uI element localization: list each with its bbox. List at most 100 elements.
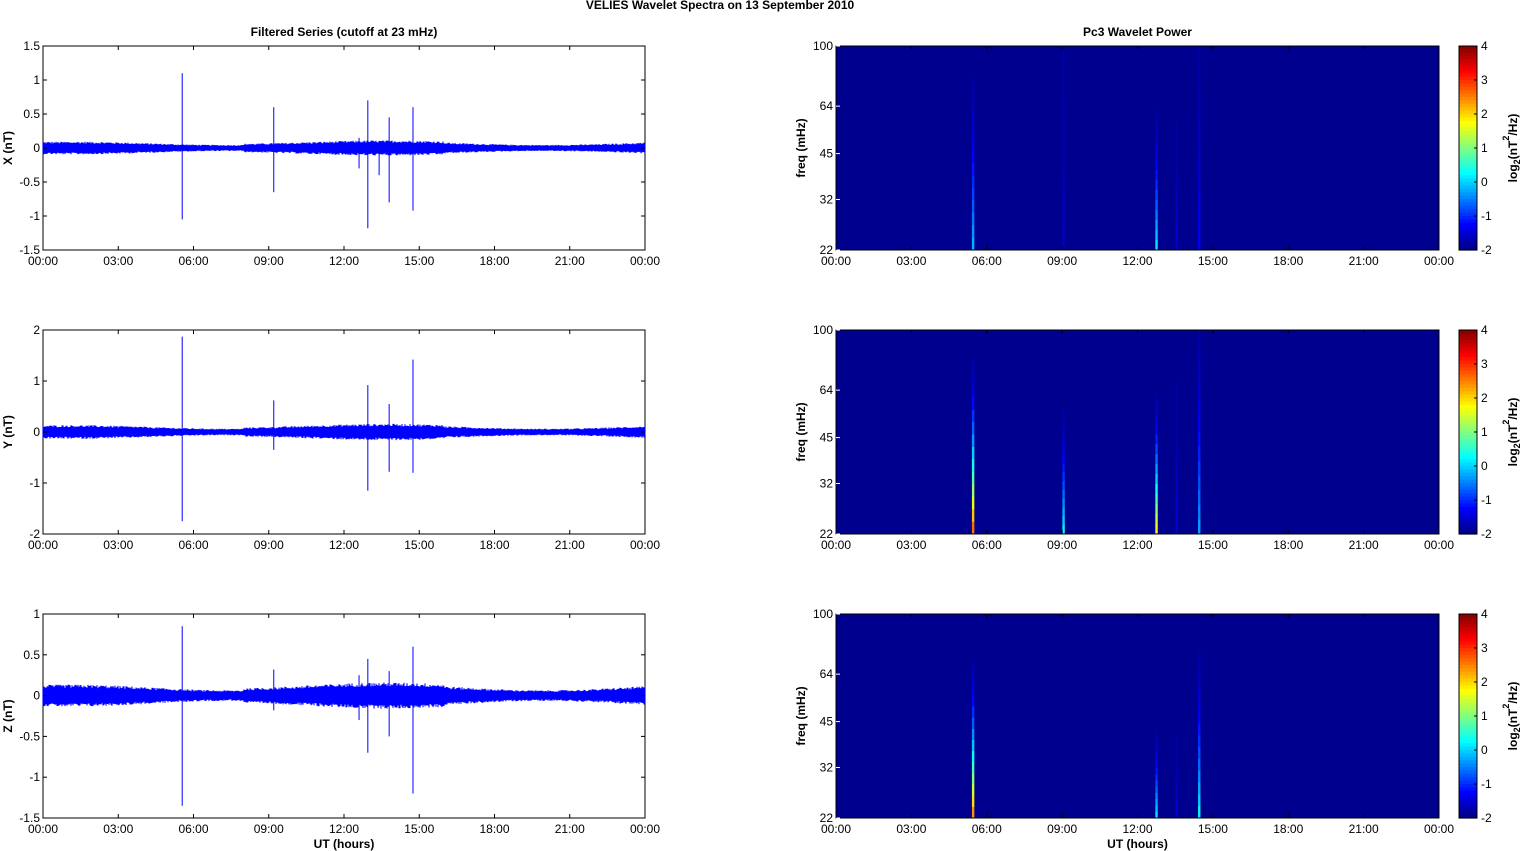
colorbar-segment bbox=[1459, 733, 1477, 737]
colorbar-segment bbox=[1459, 357, 1477, 362]
colorbar-segment bbox=[1459, 233, 1477, 237]
colorbar-segment bbox=[1459, 137, 1477, 142]
x-tick-label: 09:00 bbox=[1047, 254, 1077, 268]
colorbar-segment bbox=[1459, 756, 1477, 761]
streak-segment bbox=[1175, 457, 1178, 470]
colorbar-segment bbox=[1459, 124, 1477, 129]
streak-segment bbox=[971, 795, 975, 808]
x-tick-label: 03:00 bbox=[896, 538, 926, 552]
x-tick-label: 09:00 bbox=[254, 822, 284, 836]
colorbar-segment bbox=[1459, 243, 1477, 248]
streak-segment bbox=[1198, 235, 1201, 251]
streak-segment bbox=[971, 163, 975, 176]
streak-segment bbox=[1175, 425, 1178, 437]
streak-segment bbox=[1175, 436, 1178, 448]
colorbar-segment bbox=[1459, 103, 1477, 108]
colorbar-tick-label: -1 bbox=[1481, 209, 1492, 223]
x-tick-label: 12:00 bbox=[1122, 822, 1152, 836]
colorbar-segment bbox=[1459, 404, 1477, 409]
colorbar-segment bbox=[1459, 716, 1477, 720]
streak-segment bbox=[1198, 46, 1201, 62]
colorbar-segment bbox=[1459, 617, 1477, 622]
streak-segment bbox=[1198, 504, 1201, 520]
colorbar-tick-label: -2 bbox=[1481, 811, 1492, 825]
streak-segment bbox=[1155, 484, 1158, 495]
streak-segment bbox=[1155, 170, 1158, 181]
colorbar-segment bbox=[1459, 195, 1477, 200]
streak-segment bbox=[1155, 755, 1158, 763]
streak-segment bbox=[1175, 392, 1178, 405]
colorbar-segment bbox=[1459, 760, 1477, 765]
streak-segment bbox=[1062, 133, 1065, 149]
streak-segment bbox=[971, 662, 975, 674]
colorbar-segment bbox=[1459, 702, 1477, 707]
y-tick-label: 32 bbox=[820, 761, 834, 775]
colorbar-segment bbox=[1459, 165, 1477, 169]
power-streak bbox=[1062, 46, 1065, 251]
streak-segment bbox=[1175, 490, 1178, 502]
y-tick-label: -1 bbox=[29, 770, 40, 784]
colorbar-label: log2(nT2/Hz) bbox=[1501, 682, 1522, 751]
colorbar-segment bbox=[1459, 637, 1477, 642]
streak-segment bbox=[1175, 166, 1178, 176]
y-tick-label: 45 bbox=[820, 147, 834, 161]
panels: 1.510.50-0.5-1-1.500:00 03:00 06:00 09:00 12… bbox=[1, 25, 1522, 851]
streak-segment bbox=[971, 471, 975, 485]
streak-segment bbox=[1155, 768, 1158, 775]
colorbar-segment bbox=[1459, 134, 1477, 139]
streak-segment bbox=[971, 806, 975, 819]
streak-segment bbox=[1198, 806, 1201, 819]
streak-segment bbox=[971, 187, 975, 201]
x-tick-label: 12:00 bbox=[1122, 254, 1152, 268]
streak-segment bbox=[1062, 481, 1065, 491]
x-tick-label: 00:00 bbox=[28, 822, 58, 836]
colorbar-segment bbox=[1459, 158, 1477, 163]
colorbar-segment bbox=[1459, 333, 1477, 338]
colorbar-segment bbox=[1459, 236, 1477, 241]
streak-segment bbox=[971, 212, 975, 226]
streak-segment bbox=[1198, 402, 1201, 418]
x-tick-label: 15:00 bbox=[1198, 538, 1228, 552]
x-tick-label: 09:00 bbox=[254, 538, 284, 552]
colorbar-segment bbox=[1459, 658, 1477, 663]
streak-segment bbox=[1175, 743, 1178, 750]
colorbar-segment bbox=[1459, 374, 1477, 379]
colorbar-tick-label: 4 bbox=[1481, 607, 1488, 621]
colorbar-tick-label: 2 bbox=[1481, 107, 1488, 121]
colorbar-segment bbox=[1459, 520, 1477, 525]
streak-segment bbox=[1175, 175, 1178, 186]
streak-segment bbox=[1198, 794, 1201, 807]
colorbar-segment bbox=[1459, 432, 1477, 436]
y-axis-label: freq (mHz) bbox=[794, 118, 808, 177]
colorbar-tick-label: 3 bbox=[1481, 357, 1488, 371]
streak-segment bbox=[1155, 524, 1158, 535]
colorbar-segment bbox=[1459, 614, 1477, 618]
colorbar-segment bbox=[1459, 384, 1477, 389]
power-streak bbox=[971, 662, 975, 819]
power-streak bbox=[971, 76, 975, 251]
streak-segment bbox=[1198, 735, 1201, 748]
colorbar-segment bbox=[1459, 438, 1477, 443]
colorbar-segment bbox=[1459, 699, 1477, 703]
x-tick-label: 00:00 bbox=[821, 254, 851, 268]
colorbar-segment bbox=[1459, 671, 1477, 676]
streak-segment bbox=[1155, 811, 1158, 819]
y-tick-label: 0 bbox=[33, 141, 40, 155]
x-tick-label: 09:00 bbox=[1047, 538, 1077, 552]
colorbar-segment bbox=[1459, 814, 1477, 819]
streak-segment bbox=[1062, 220, 1065, 236]
streak-segment bbox=[1155, 210, 1158, 221]
streak-segment bbox=[1062, 472, 1065, 482]
colorbar-label: log2(nT2/Hz) bbox=[1501, 114, 1522, 183]
colorbar-segment bbox=[1459, 381, 1477, 385]
power-streak bbox=[1198, 652, 1201, 819]
y-tick-label: 45 bbox=[820, 431, 834, 445]
streak-segment bbox=[1175, 212, 1178, 223]
streak-segment bbox=[1175, 771, 1178, 779]
y-tick-label: 22 bbox=[820, 243, 834, 257]
colorbar-segment bbox=[1459, 807, 1477, 812]
colorbar-tick-label: -2 bbox=[1481, 243, 1492, 257]
y-tick-label: -1 bbox=[29, 209, 40, 223]
streak-segment bbox=[1155, 200, 1158, 211]
